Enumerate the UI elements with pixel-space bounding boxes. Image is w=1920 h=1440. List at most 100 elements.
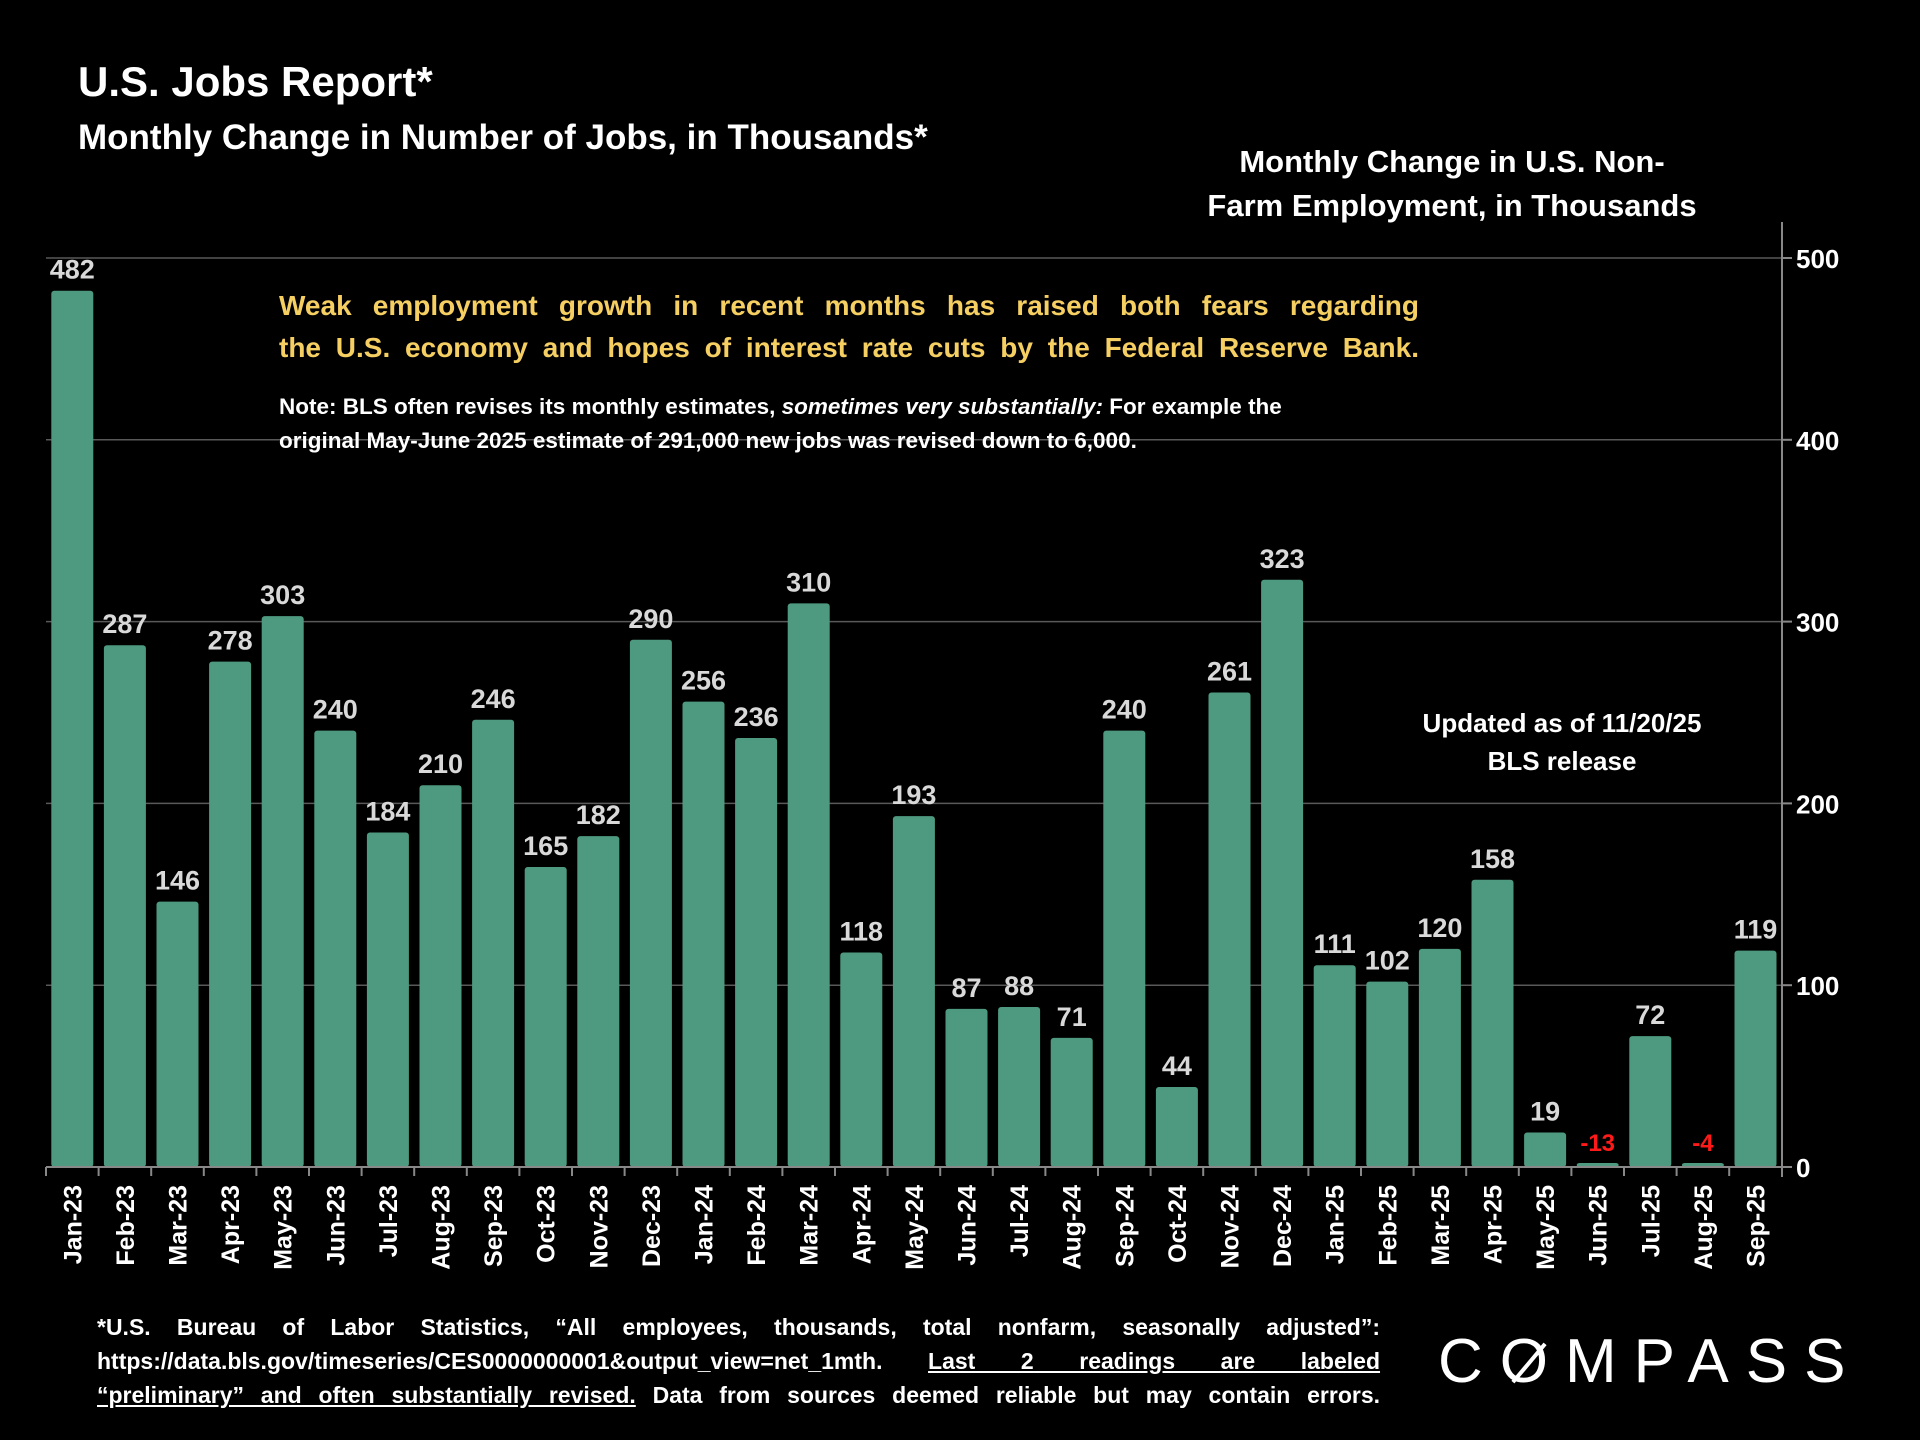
bar — [156, 901, 199, 1167]
bar — [1103, 730, 1146, 1167]
x-tick-label: Apr-24 — [848, 1185, 876, 1264]
x-tick-label: Dec-24 — [1269, 1185, 1297, 1267]
bar — [419, 785, 462, 1167]
footnote-line: https://data.bls.gov/timeseries/CES00000… — [97, 1344, 1380, 1378]
chart-title-line: Farm Employment, in Thousands — [1207, 188, 1697, 223]
x-tick-label: Dec-23 — [638, 1185, 666, 1267]
data-label: 71 — [1057, 1002, 1087, 1032]
bar — [472, 719, 515, 1167]
x-tick-label: Oct-23 — [533, 1185, 561, 1263]
bar — [1524, 1132, 1567, 1167]
data-label: 210 — [418, 749, 463, 779]
data-label: 482 — [50, 255, 95, 285]
x-tick-label: May-23 — [270, 1185, 298, 1270]
source-footnote: *U.S. Bureau of Labor Statistics, “All e… — [97, 1310, 1380, 1412]
data-label: 146 — [155, 866, 200, 896]
bar — [1208, 692, 1251, 1167]
x-tick-label: Jan-24 — [691, 1185, 719, 1264]
x-tick-label: Jul-25 — [1637, 1185, 1665, 1257]
x-tick-label: Sep-24 — [1111, 1185, 1139, 1267]
data-label: 184 — [365, 796, 410, 826]
chart-title: Monthly Change in U.S. Non- Farm Employm… — [1182, 140, 1722, 228]
y-tick-label: 500 — [1796, 244, 1839, 274]
bar — [787, 603, 830, 1167]
x-tick-label: Sep-25 — [1743, 1185, 1771, 1267]
bar — [1629, 1036, 1672, 1167]
bar — [1471, 879, 1514, 1167]
bar — [261, 616, 304, 1167]
headline-annotation: Weak employment growth in recent months … — [279, 285, 1419, 369]
data-label: 102 — [1365, 946, 1410, 976]
data-label: 19 — [1530, 1096, 1560, 1126]
x-tick-label: Mar-25 — [1427, 1185, 1455, 1266]
bar — [1418, 948, 1461, 1167]
bar — [366, 832, 409, 1167]
data-label: 246 — [471, 684, 516, 714]
x-tick-label: May-25 — [1532, 1185, 1560, 1270]
data-label: 87 — [951, 973, 981, 1003]
bar — [682, 701, 725, 1167]
data-label: 278 — [208, 626, 253, 656]
x-tick-label: Jul-23 — [375, 1185, 403, 1257]
x-tick-label: Apr-25 — [1480, 1185, 1508, 1264]
y-tick-label: 200 — [1796, 789, 1839, 819]
compass-logo: COMPASS — [1438, 1327, 1863, 1396]
bar — [1313, 965, 1356, 1167]
data-label: 120 — [1417, 913, 1462, 943]
preliminary-warning: “preliminary” and often substantially re… — [97, 1382, 636, 1408]
bar — [1366, 981, 1409, 1167]
x-tick-label: Aug-23 — [428, 1185, 456, 1270]
x-tick-label: Nov-24 — [1217, 1185, 1245, 1268]
x-tick-label: Jun-23 — [322, 1185, 350, 1266]
data-label: 182 — [576, 800, 621, 830]
bar — [1734, 950, 1777, 1167]
x-tick-label: Jul-24 — [1006, 1185, 1034, 1257]
x-tick-label: Oct-24 — [1164, 1185, 1192, 1263]
bar — [945, 1008, 988, 1167]
y-tick-label: 0 — [1796, 1153, 1810, 1183]
data-label: 287 — [102, 609, 147, 639]
headline-line: Weak employment growth in recent months … — [279, 290, 1419, 321]
x-tick-label: Jan-23 — [59, 1185, 87, 1264]
bar — [1261, 579, 1304, 1167]
data-label: 236 — [734, 702, 779, 732]
data-label: 256 — [681, 666, 726, 696]
data-label: 323 — [1260, 544, 1305, 574]
y-tick-label: 100 — [1796, 971, 1839, 1001]
x-tick-label: Aug-24 — [1059, 1185, 1087, 1270]
x-tick-label: Feb-23 — [112, 1185, 140, 1266]
bar — [840, 952, 883, 1167]
x-tick-label: Nov-23 — [585, 1185, 613, 1268]
data-label: 261 — [1207, 657, 1252, 687]
bar — [629, 639, 672, 1167]
bar — [1050, 1037, 1093, 1167]
data-label: 310 — [786, 567, 831, 597]
note-suffix: For example the original May-June 2025 e… — [279, 394, 1282, 453]
updated-line: BLS release — [1487, 746, 1637, 776]
headline-line: the U.S. economy and hopes of interest r… — [279, 332, 1419, 363]
x-tick-label: Mar-23 — [165, 1185, 193, 1266]
disclaimer: Data from sources deemed reliable but ma… — [652, 1382, 1380, 1408]
bar — [314, 730, 357, 1167]
data-label: 111 — [1314, 929, 1356, 959]
footnote-line: “preliminary” and often substantially re… — [97, 1378, 1380, 1412]
note-italic: sometimes very substantially: — [781, 394, 1104, 419]
x-tick-label: Jun-24 — [954, 1185, 982, 1266]
bar — [209, 661, 252, 1167]
note-prefix: Note: BLS often revises its monthly esti… — [279, 394, 782, 419]
data-label: 165 — [523, 831, 568, 861]
data-label: 118 — [840, 916, 884, 946]
data-label: 44 — [1162, 1051, 1192, 1081]
data-label: -13 — [1580, 1130, 1615, 1157]
data-label: -4 — [1692, 1130, 1714, 1157]
x-tick-label: Feb-25 — [1374, 1185, 1402, 1266]
data-label: 193 — [891, 780, 936, 810]
data-label: 303 — [260, 580, 305, 610]
data-label: 119 — [1734, 915, 1778, 945]
x-tick-label: May-24 — [901, 1185, 929, 1270]
data-label: 290 — [628, 604, 673, 634]
bar — [735, 737, 778, 1167]
data-label: 88 — [1004, 971, 1034, 1001]
x-tick-label: Aug-25 — [1690, 1185, 1718, 1270]
